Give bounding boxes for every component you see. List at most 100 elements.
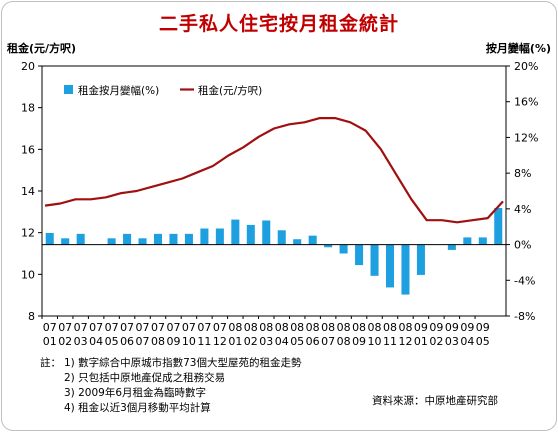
left-axis-title: 租金(元/方呎) xyxy=(7,42,77,55)
note-row: 3) 2009年6月租金為臨時數字 xyxy=(40,386,301,401)
left-tick-label: 10 xyxy=(21,268,35,281)
axes-group: 8101214161820-8%-4%0%4%8%12%16%20%070107… xyxy=(21,60,538,348)
left-tick-label: 12 xyxy=(21,227,35,240)
bar xyxy=(463,237,472,245)
bars-group xyxy=(45,207,503,295)
bar xyxy=(231,219,240,245)
bar xyxy=(61,238,70,245)
legend-swatch-bar xyxy=(64,85,73,94)
x-tick-label-month: 12 xyxy=(213,335,227,348)
x-tick-label-year: 09 xyxy=(429,321,443,334)
left-tick-label: 16 xyxy=(21,143,35,156)
x-tick-label-year: 08 xyxy=(321,321,335,334)
note-row: 註： 1) 數字綜合中原城市指數73個大型屋苑的租金走勢 xyxy=(40,356,301,371)
x-tick-label-year: 09 xyxy=(445,321,459,334)
x-tick-label-year: 07 xyxy=(43,321,57,334)
bar xyxy=(385,244,395,288)
bar xyxy=(277,230,286,245)
x-tick-label-month: 02 xyxy=(429,335,443,348)
bar xyxy=(401,244,410,295)
x-tick-label-year: 08 xyxy=(275,321,289,334)
x-tick-label-year: 07 xyxy=(213,321,227,334)
bar xyxy=(123,233,132,245)
right-axis-title: 按月變幅(%) xyxy=(485,42,551,55)
bar xyxy=(200,228,209,245)
bar xyxy=(215,228,224,245)
x-tick-label-year: 08 xyxy=(368,321,382,334)
x-tick-label-month: 03 xyxy=(74,335,88,348)
x-tick-label-month: 08 xyxy=(151,335,165,348)
bar xyxy=(494,207,503,245)
bar xyxy=(169,233,178,245)
bar xyxy=(107,238,116,245)
x-tick-label-year: 08 xyxy=(337,321,351,334)
x-tick-label-month: 04 xyxy=(275,335,289,348)
x-tick-label-month: 11 xyxy=(383,335,397,348)
notes-prefix: 註： xyxy=(40,357,61,369)
x-tick-label-year: 08 xyxy=(259,321,273,334)
note-text: 2) 只包括中原地產促成之租務交易 xyxy=(64,372,226,384)
legend-label-line: 租金(元/方呎) xyxy=(198,84,262,97)
left-tick-label: 8 xyxy=(28,310,35,323)
left-tick-label: 20 xyxy=(21,60,35,73)
note-row: 2) 只包括中原地產促成之租務交易 xyxy=(40,371,301,386)
right-tick-label: 4% xyxy=(514,203,531,216)
x-tick-label-year: 08 xyxy=(383,321,397,334)
x-tick-label-month: 01 xyxy=(43,335,57,348)
x-tick-label-year: 09 xyxy=(414,321,428,334)
bar xyxy=(339,244,348,254)
right-tick-label: 16% xyxy=(514,96,538,109)
x-tick-label-year: 08 xyxy=(352,321,366,334)
x-tick-label-month: 05 xyxy=(105,335,119,348)
x-tick-label-year: 07 xyxy=(151,321,165,334)
right-tick-label: -8% xyxy=(514,310,535,323)
x-tick-label-year: 08 xyxy=(244,321,258,334)
x-tick-label-month: 12 xyxy=(398,335,412,348)
bar xyxy=(45,232,54,245)
right-tick-label: 20% xyxy=(514,60,538,73)
x-tick-label-month: 04 xyxy=(460,335,474,348)
left-tick-label: 18 xyxy=(21,102,35,115)
x-tick-label-month: 09 xyxy=(352,335,366,348)
source-note: 資料來源：中原地產研究部 xyxy=(372,395,498,407)
x-tick-label-year: 08 xyxy=(228,321,242,334)
x-tick-label-month: 02 xyxy=(58,335,72,348)
x-tick-label-year: 08 xyxy=(398,321,412,334)
bar xyxy=(355,244,364,266)
bar xyxy=(262,220,271,245)
bar xyxy=(184,233,193,245)
x-tick-label-month: 09 xyxy=(166,335,180,348)
rent-line xyxy=(44,116,504,224)
legend: 租金按月變幅(%) 租金(元/方呎) xyxy=(64,84,262,97)
x-tick-label-month: 10 xyxy=(368,335,382,348)
x-tick-label-year: 07 xyxy=(105,321,119,334)
x-tick-label-month: 06 xyxy=(306,335,320,348)
right-tick-label: 12% xyxy=(514,131,538,144)
bar xyxy=(246,224,255,245)
x-tick-label-month: 03 xyxy=(445,335,459,348)
x-tick-label-year: 07 xyxy=(136,321,150,334)
x-tick-label-month: 01 xyxy=(414,335,428,348)
bar xyxy=(293,239,302,245)
x-tick-label-year: 07 xyxy=(74,321,88,334)
note-text: 3) 2009年6月租金為臨時數字 xyxy=(64,387,207,399)
x-tick-label-year: 08 xyxy=(290,321,304,334)
x-tick-label-month: 05 xyxy=(476,335,490,348)
x-tick-label-month: 01 xyxy=(228,335,242,348)
x-tick-label-year: 08 xyxy=(306,321,320,334)
right-tick-label: -4% xyxy=(514,274,535,287)
x-tick-label-year: 07 xyxy=(182,321,196,334)
x-tick-label-month: 08 xyxy=(337,335,351,348)
legend-label-bar: 租金按月變幅(%) xyxy=(78,84,159,97)
line-group xyxy=(44,116,504,224)
right-tick-label: 0% xyxy=(514,239,531,252)
x-tick-label-month: 07 xyxy=(321,335,335,348)
x-tick-label-month: 04 xyxy=(89,335,103,348)
x-tick-label-month: 06 xyxy=(120,335,134,348)
x-tick-label-year: 07 xyxy=(58,321,72,334)
x-tick-label-year: 07 xyxy=(120,321,134,334)
bar xyxy=(153,233,163,245)
bar xyxy=(324,244,333,248)
